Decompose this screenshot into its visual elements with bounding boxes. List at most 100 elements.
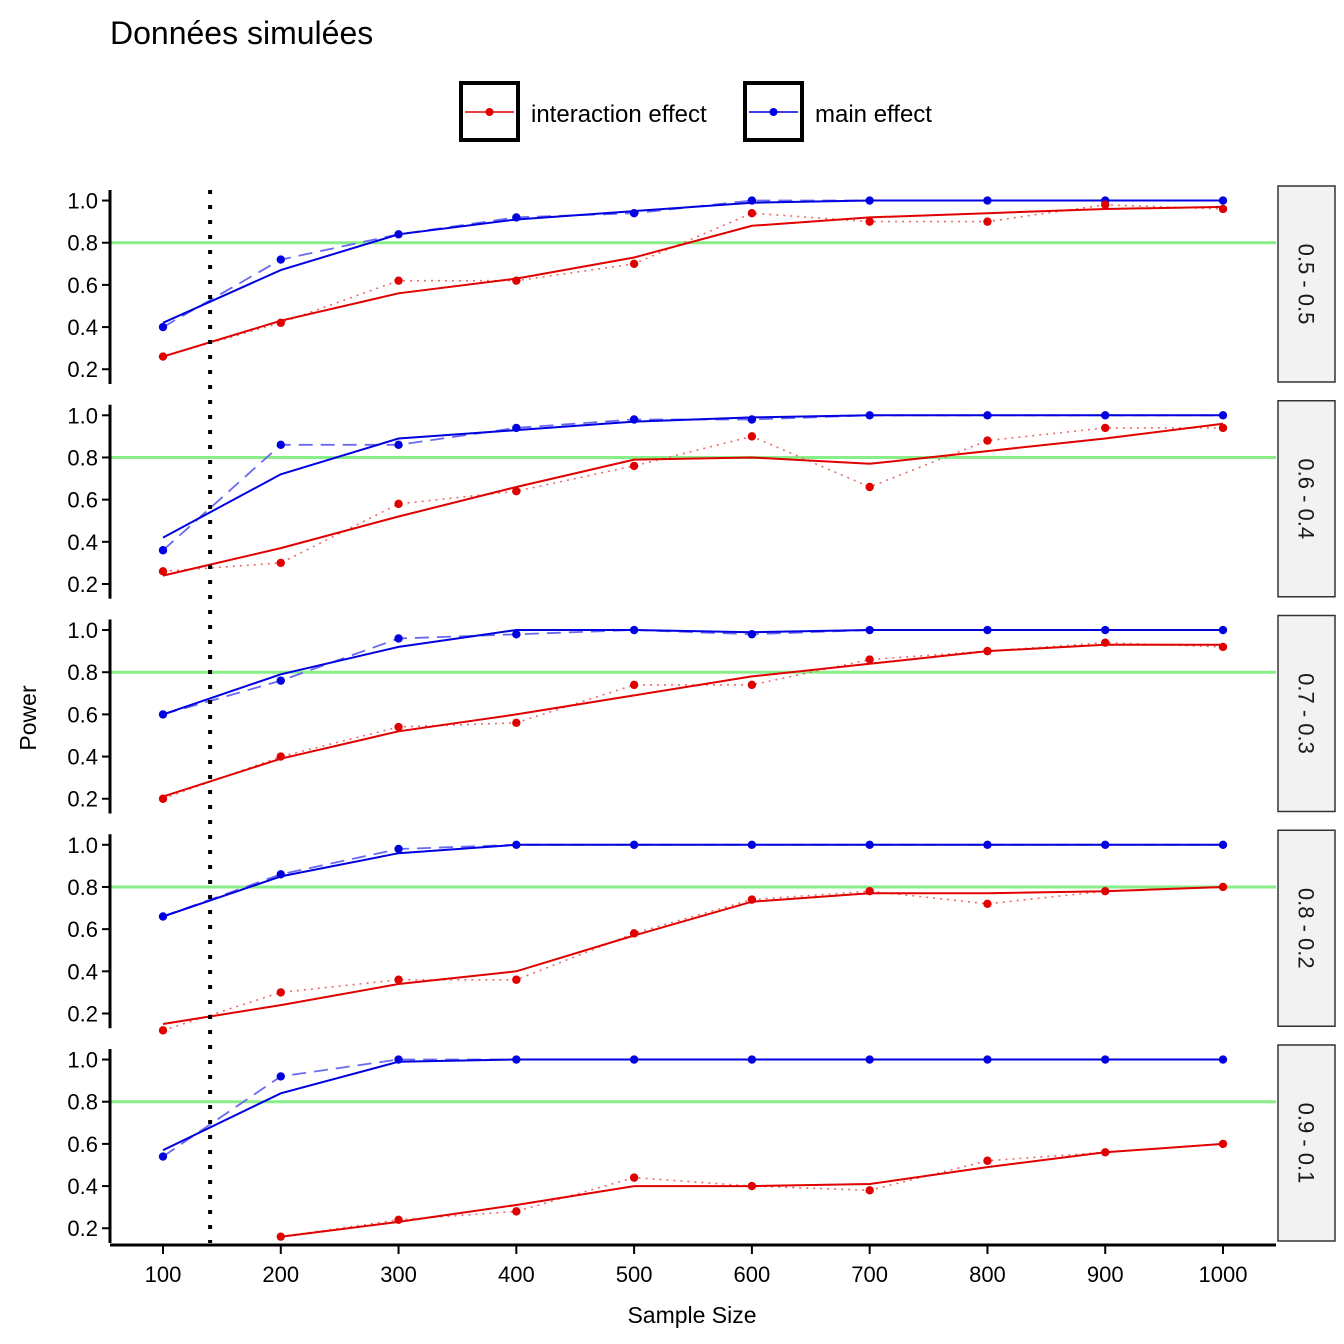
main-effect-point — [394, 440, 403, 450]
interaction-effect-raw-line — [280, 1143, 1224, 1238]
main-effect-raw-line — [162, 1058, 1223, 1158]
interaction-effect-point — [394, 722, 403, 732]
main-effect-point — [1101, 840, 1110, 849]
main-effect-point — [394, 634, 403, 643]
interaction-effect-point — [1101, 1148, 1110, 1157]
main-effect-point — [629, 1055, 639, 1064]
y-tick-label: 1.0 — [67, 189, 98, 214]
main-effect-point — [158, 322, 168, 332]
strip-box — [1277, 614, 1336, 813]
main-effect-point — [276, 870, 285, 879]
main-effect-point — [629, 415, 639, 424]
y-tick-label: 1.0 — [67, 1048, 98, 1073]
main-effect-point — [747, 196, 757, 205]
interaction-effect-point — [1218, 1139, 1228, 1149]
y-tick-label: 0.8 — [67, 1090, 98, 1115]
x-tick-label: 100 — [145, 1262, 182, 1287]
main-effect-point — [158, 546, 168, 555]
main-effect-point — [1218, 411, 1228, 420]
x-axis-title: Sample Size — [627, 1302, 756, 1328]
x-tick-label: 300 — [380, 1262, 417, 1287]
y-tick-label: 0.4 — [67, 959, 98, 984]
y-tick-label: 1.0 — [67, 618, 98, 643]
main-effect-point — [158, 912, 168, 921]
main-effect-point — [1101, 625, 1110, 635]
main-effect-point — [512, 630, 521, 639]
main-effect-point — [276, 1072, 285, 1081]
interaction-effect-smooth-line — [162, 643, 1223, 798]
panel-1: 0.2 0.4 0.6 0.8 1.0 0.5 - 0.5 — [67, 185, 1336, 384]
main-effect-smooth-line — [162, 843, 1223, 918]
interaction-effect-point — [865, 886, 874, 896]
y-tick-label: 0.6 — [67, 702, 98, 727]
main-effect-point — [1101, 411, 1110, 420]
strip-box — [1277, 185, 1336, 383]
panel-3: 0.2 0.4 0.6 0.8 1.0 0.7 - 0.3 — [67, 614, 1336, 814]
legend: interaction effect main effect — [459, 81, 932, 142]
interaction-effect-point — [394, 276, 403, 285]
main-effect-point — [276, 676, 285, 685]
interaction-effect-point — [747, 680, 757, 690]
main-effect-point — [1218, 840, 1228, 849]
interaction-effect-point — [512, 718, 521, 728]
y-tick-label: 0.8 — [67, 875, 98, 900]
interaction-effect-point — [158, 794, 168, 803]
strip-box — [1277, 829, 1336, 1027]
y-tick-label: 0.4 — [67, 745, 98, 770]
main-effect-point — [512, 213, 521, 222]
main-effect-point — [983, 625, 992, 635]
strip-label: 0.6 - 0.4 — [1294, 458, 1319, 539]
main-effect-point — [747, 630, 757, 639]
main-effect-point — [158, 1152, 168, 1161]
legend-point-interaction — [485, 108, 494, 116]
strip-label: 0.5 - 0.5 — [1294, 244, 1319, 325]
main-effect-point — [276, 255, 285, 264]
main-effect-point — [865, 411, 874, 420]
panel-2: 0.2 0.4 0.6 0.8 1.0 0.6 - 0.4 — [67, 400, 1336, 599]
interaction-effect-point — [276, 1232, 285, 1241]
y-tick-label: 0.2 — [67, 1001, 98, 1026]
panels: 0.2 0.4 0.6 0.8 1.0 0.5 - 0.5 0.2 0.4 0.6 0.8 1.0 0… — [67, 185, 1336, 1243]
interaction-effect-point — [629, 680, 639, 690]
main-effect-point — [865, 840, 874, 849]
main-effect-point — [512, 1055, 521, 1064]
main-effect-point — [1218, 196, 1228, 205]
main-effect-point — [1101, 1055, 1110, 1064]
main-effect-point — [629, 208, 639, 218]
interaction-effect-point — [865, 482, 874, 492]
interaction-effect-point — [1218, 642, 1228, 652]
interaction-effect-point — [629, 461, 639, 471]
x-tick-label: 400 — [498, 1262, 535, 1287]
legend-label-main: main effect — [815, 101, 932, 128]
interaction-effect-point — [512, 975, 521, 984]
interaction-effect-point — [865, 217, 874, 226]
interaction-effect-smooth-line — [162, 422, 1224, 577]
main-effect-raw-line — [162, 843, 1223, 918]
interaction-effect-point — [865, 1186, 874, 1195]
y-tick-label: 1.0 — [67, 403, 98, 428]
y-tick-label: 0.2 — [67, 572, 98, 597]
legend-point-main — [769, 108, 778, 116]
interaction-effect-point — [276, 558, 285, 568]
chart-title: Données simulées — [110, 15, 373, 51]
interaction-effect-point — [1101, 886, 1110, 896]
y-tick-label: 0.8 — [67, 660, 98, 685]
y-tick-label: 0.6 — [67, 273, 98, 298]
interaction-effect-point — [1218, 423, 1228, 433]
x-tick-label: 1000 — [1199, 1262, 1248, 1287]
interaction-effect-point — [1218, 882, 1228, 892]
x-tick-label: 200 — [262, 1262, 299, 1287]
x-tick-label: 500 — [616, 1262, 653, 1287]
main-effect-smooth-line — [162, 199, 1223, 324]
x-tick-label: 800 — [969, 1262, 1006, 1287]
strip-box — [1277, 400, 1336, 598]
y-tick-label: 0.6 — [67, 917, 98, 942]
interaction-effect-smooth-line — [280, 1142, 1224, 1238]
interaction-effect-point — [158, 1026, 168, 1035]
y-tick-label: 0.4 — [67, 315, 98, 340]
interaction-effect-point — [747, 208, 757, 218]
main-effect-smooth-line — [162, 629, 1223, 716]
legend-label-interaction: interaction effect — [531, 101, 707, 128]
interaction-effect-point — [512, 1207, 521, 1216]
x-tick-label: 900 — [1087, 1262, 1124, 1287]
